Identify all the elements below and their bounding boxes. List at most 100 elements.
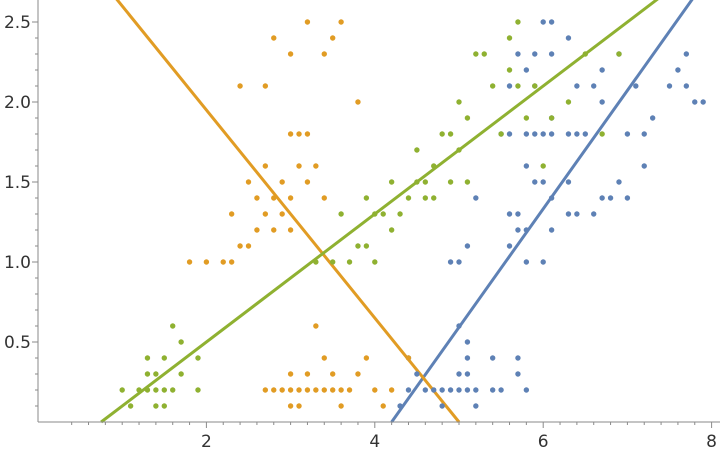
data-point-series-0 bbox=[523, 387, 530, 393]
data-point-series-0 bbox=[548, 131, 555, 137]
x-tick-label: 6 bbox=[538, 432, 549, 452]
data-point-series-1 bbox=[372, 387, 378, 393]
data-point-series-2 bbox=[338, 211, 344, 217]
data-point-series-2 bbox=[346, 259, 353, 265]
data-point-series-2 bbox=[456, 99, 462, 105]
data-point-series-1 bbox=[279, 179, 285, 185]
data-point-series-0 bbox=[616, 179, 622, 185]
data-point-series-2 bbox=[431, 163, 437, 169]
data-point-series-1 bbox=[330, 35, 336, 41]
fit-line-2 bbox=[100, 0, 659, 424]
data-point-series-1 bbox=[296, 403, 302, 409]
data-point-series-0 bbox=[641, 131, 647, 137]
data-point-series-0 bbox=[506, 243, 513, 249]
data-point-series-1 bbox=[330, 387, 336, 393]
data-point-series-0 bbox=[565, 179, 572, 185]
data-point-series-0 bbox=[464, 355, 471, 361]
data-point-series-1 bbox=[380, 403, 386, 409]
data-point-series-0 bbox=[523, 163, 530, 169]
fit-lines bbox=[100, 0, 694, 424]
data-point-series-2 bbox=[136, 387, 142, 393]
data-point-series-1 bbox=[338, 19, 344, 25]
data-point-series-2 bbox=[447, 179, 454, 185]
data-point-series-1 bbox=[271, 227, 277, 233]
data-point-series-2 bbox=[506, 35, 513, 41]
data-point-series-0 bbox=[523, 131, 530, 137]
data-point-series-2 bbox=[195, 387, 201, 393]
data-point-series-2 bbox=[119, 387, 125, 393]
data-point-series-0 bbox=[574, 211, 580, 217]
data-point-series-2 bbox=[405, 195, 412, 201]
data-point-series-0 bbox=[515, 227, 521, 233]
data-point-series-2 bbox=[144, 371, 151, 377]
data-point-series-2 bbox=[178, 371, 184, 377]
data-point-series-0 bbox=[700, 99, 706, 105]
data-point-series-0 bbox=[565, 211, 572, 217]
data-point-series-1 bbox=[296, 163, 302, 169]
data-point-series-2 bbox=[195, 355, 201, 361]
data-point-series-0 bbox=[523, 259, 530, 265]
data-point-series-2 bbox=[388, 227, 395, 233]
data-point-series-2 bbox=[178, 339, 184, 345]
data-point-series-1 bbox=[279, 211, 285, 217]
data-point-series-1 bbox=[287, 387, 294, 393]
data-point-series-2 bbox=[515, 83, 521, 89]
data-point-series-2 bbox=[489, 83, 496, 89]
data-point-series-2 bbox=[506, 67, 513, 73]
data-point-series-0 bbox=[633, 83, 639, 89]
data-point-series-0 bbox=[548, 227, 555, 233]
data-point-series-0 bbox=[683, 83, 690, 89]
data-point-series-2 bbox=[153, 371, 159, 377]
data-point-series-2 bbox=[161, 387, 167, 393]
data-point-series-0 bbox=[532, 179, 538, 185]
data-point-series-1 bbox=[220, 259, 226, 265]
data-point-series-0 bbox=[574, 83, 580, 89]
data-point-series-0 bbox=[548, 195, 555, 201]
data-point-series-2 bbox=[481, 51, 487, 57]
data-point-series-1 bbox=[271, 387, 277, 393]
data-point-series-1 bbox=[363, 355, 370, 361]
data-points bbox=[119, 19, 706, 409]
data-point-series-1 bbox=[262, 163, 269, 169]
data-point-series-1 bbox=[287, 51, 294, 57]
data-point-series-0 bbox=[464, 243, 471, 249]
y-tick-label: 2.0 bbox=[4, 93, 31, 113]
data-point-series-0 bbox=[548, 19, 555, 25]
data-point-series-2 bbox=[153, 387, 159, 393]
data-point-series-1 bbox=[245, 243, 252, 249]
data-point-series-0 bbox=[599, 99, 605, 105]
data-point-series-0 bbox=[456, 259, 462, 265]
data-point-series-1 bbox=[321, 195, 327, 201]
data-point-series-0 bbox=[599, 67, 605, 73]
data-point-series-0 bbox=[540, 131, 546, 137]
data-point-series-2 bbox=[456, 147, 462, 153]
data-point-series-2 bbox=[153, 403, 159, 409]
data-point-series-2 bbox=[388, 179, 395, 185]
data-point-series-2 bbox=[144, 355, 151, 361]
data-point-series-0 bbox=[515, 211, 521, 217]
data-point-series-2 bbox=[161, 355, 167, 361]
data-point-series-2 bbox=[473, 51, 479, 57]
data-point-series-0 bbox=[447, 259, 454, 265]
data-point-series-1 bbox=[304, 387, 311, 393]
data-point-series-1 bbox=[338, 387, 344, 393]
data-point-series-0 bbox=[422, 387, 429, 393]
data-point-series-1 bbox=[330, 371, 336, 377]
fit-line-0 bbox=[390, 0, 694, 423]
data-point-series-0 bbox=[489, 355, 496, 361]
data-point-series-0 bbox=[489, 387, 496, 393]
data-point-series-0 bbox=[607, 195, 614, 201]
data-point-series-1 bbox=[388, 387, 395, 393]
data-point-series-2 bbox=[523, 115, 530, 121]
data-point-series-1 bbox=[405, 355, 412, 361]
data-point-series-0 bbox=[523, 67, 530, 73]
data-point-series-2 bbox=[330, 259, 336, 265]
data-point-series-0 bbox=[591, 83, 597, 89]
data-point-series-1 bbox=[262, 387, 269, 393]
data-point-series-0 bbox=[540, 259, 546, 265]
data-point-series-2 bbox=[540, 163, 546, 169]
data-point-series-0 bbox=[473, 387, 479, 393]
data-point-series-1 bbox=[271, 35, 277, 41]
data-point-series-1 bbox=[321, 387, 327, 393]
data-point-series-0 bbox=[582, 131, 588, 137]
